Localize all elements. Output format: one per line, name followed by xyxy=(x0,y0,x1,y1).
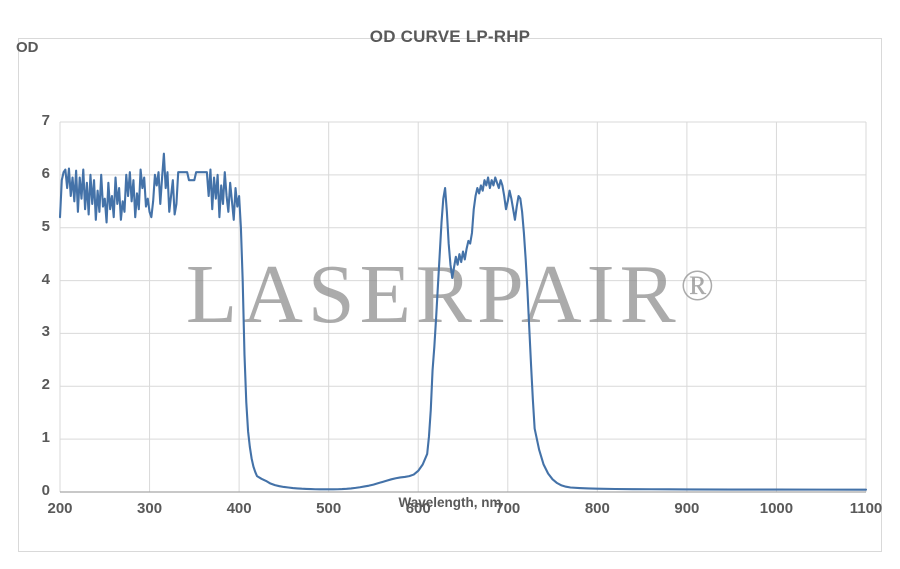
y-tick-label: 5 xyxy=(41,217,50,235)
chart-axes xyxy=(59,121,867,493)
x-tick-label: 600 xyxy=(405,500,431,517)
x-tick-label: 200 xyxy=(47,500,73,517)
x-tick-label: 1000 xyxy=(759,500,794,517)
x-tick-label: 500 xyxy=(316,500,342,517)
y-tick-label: 1 xyxy=(41,429,50,447)
y-tick-label: 7 xyxy=(41,112,50,129)
y-axis-title: OD xyxy=(16,39,39,56)
x-axis-title: Wavelength, nm xyxy=(398,495,502,510)
chart-plot-frame xyxy=(18,38,882,552)
x-tick-label: 300 xyxy=(137,500,163,517)
y-tick-label: 0 xyxy=(41,482,50,499)
chart-title: OD CURVE LP-RHP xyxy=(369,27,531,46)
x-tick-label: 800 xyxy=(584,500,610,517)
y-tick-label: 6 xyxy=(41,164,50,182)
x-tick-label: 1100 xyxy=(849,500,883,517)
od-curve-series xyxy=(58,152,868,491)
x-tick-label: 900 xyxy=(674,500,700,517)
y-tick-label: 2 xyxy=(41,376,50,394)
y-tick-label: 3 xyxy=(41,323,50,341)
x-tick-label: 700 xyxy=(495,500,521,517)
y-tick-label: 4 xyxy=(41,270,50,288)
x-tick-label: 400 xyxy=(226,500,252,517)
